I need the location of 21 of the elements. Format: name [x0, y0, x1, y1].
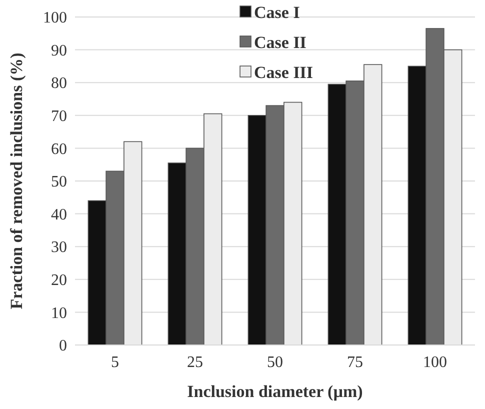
x-tick-label: 50	[267, 354, 283, 371]
x-tick-label: 25	[187, 354, 203, 371]
x-axis-title: Inclusion diameter (µm)	[187, 382, 363, 401]
y-tick-label: 100	[43, 10, 67, 27]
x-tick-label: 100	[423, 354, 447, 371]
x-tick-label: 5	[111, 354, 119, 371]
legend-label: Case II	[254, 32, 307, 52]
y-tick-label: 0	[59, 338, 67, 355]
y-tick-label: 70	[51, 108, 67, 125]
y-tick-label: 20	[51, 272, 67, 289]
y-tick-label: 40	[51, 206, 67, 224]
y-tick-label: 90	[51, 42, 67, 60]
legend-label: Case III	[254, 62, 314, 82]
y-tick-label: 80	[51, 75, 67, 92]
legend-label: Case I	[254, 2, 300, 22]
y-tick-label: 60	[51, 140, 67, 158]
y-tick-label: 50	[51, 174, 67, 191]
y-tick-label: 10	[51, 304, 67, 322]
y-tick-label: 30	[51, 239, 67, 256]
x-tick-label: 75	[347, 354, 363, 371]
y-axis-title: Fraction of removed inclusions (%)	[7, 52, 26, 310]
